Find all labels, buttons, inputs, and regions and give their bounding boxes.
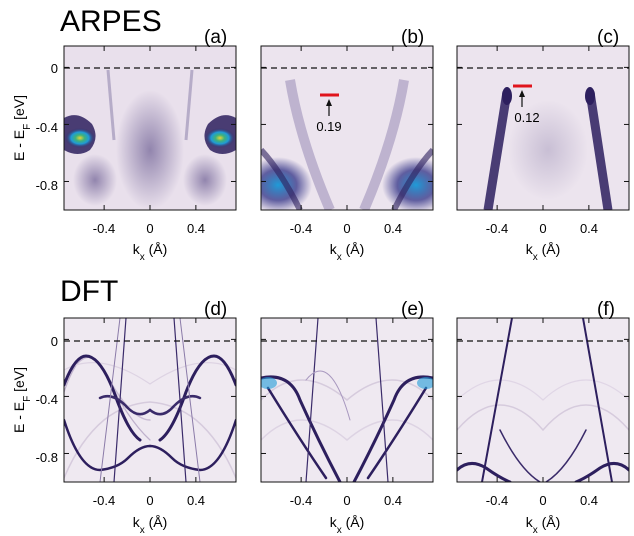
x-tick-label: 0 bbox=[146, 221, 153, 236]
panel-b-annotation: 0.19 bbox=[316, 119, 341, 134]
x-tick-label: 0.4 bbox=[384, 493, 402, 508]
x-axis-label: kx (Å) bbox=[526, 514, 561, 536]
axes-top-row: 0 -0.4 -0.8 -0.4 0 0.4 -0.4 0 0.4 -0.4 0… bbox=[36, 61, 598, 263]
x-tick-label: -0.4 bbox=[486, 493, 508, 508]
panel-f: (f) bbox=[456, 299, 630, 483]
panel-c-intensity bbox=[483, 87, 613, 210]
panel-b: 0.19 (b) bbox=[260, 27, 434, 211]
x-axis-label: kx (Å) bbox=[526, 241, 561, 263]
panel-e: (e) bbox=[260, 299, 434, 483]
y-axis-label-top: E - EF [eV] bbox=[11, 95, 33, 161]
x-axis-label: kx (Å) bbox=[133, 514, 168, 536]
y-axis-label-bottom: E - EF [eV] bbox=[11, 367, 33, 433]
row-title-arpes: ARPES bbox=[60, 5, 162, 38]
x-tick-label: 0.4 bbox=[580, 221, 598, 236]
y-tick-label: -0.4 bbox=[36, 392, 58, 407]
axes-bottom-row: 0 -0.4 -0.8 -0.4 0 0.4 -0.4 0 0.4 -0.4 0… bbox=[36, 334, 598, 536]
panel-e-letter: (e) bbox=[401, 299, 424, 320]
x-tick-label: -0.4 bbox=[486, 221, 508, 236]
panel-c-annotation: 0.12 bbox=[514, 110, 539, 125]
x-tick-label: 0.4 bbox=[187, 493, 205, 508]
y-tick-label: -0.8 bbox=[36, 178, 58, 193]
panel-a: (a) bbox=[63, 27, 237, 211]
panel-b-intensity bbox=[261, 79, 433, 210]
panel-f-bands bbox=[457, 318, 629, 482]
x-tick-label: -0.4 bbox=[93, 493, 115, 508]
x-tick-label: 0 bbox=[539, 221, 546, 236]
panel-d-background bbox=[64, 318, 236, 482]
panel-d: (d) bbox=[63, 299, 237, 483]
y-tick-label: 0 bbox=[51, 334, 58, 349]
y-tick-label: -0.8 bbox=[36, 450, 58, 465]
x-tick-label: -0.4 bbox=[290, 221, 312, 236]
panel-c-arrowhead bbox=[519, 90, 525, 97]
x-tick-label: 0.4 bbox=[384, 221, 402, 236]
panel-f-letter: (f) bbox=[597, 299, 615, 320]
y-tick-label: 0 bbox=[51, 61, 58, 76]
panel-d-letter: (d) bbox=[204, 299, 227, 320]
x-axis-label: kx (Å) bbox=[330, 241, 365, 263]
x-tick-label: 0.4 bbox=[580, 493, 598, 508]
panel-b-letter: (b) bbox=[401, 27, 424, 48]
row-title-dft: DFT bbox=[60, 275, 118, 308]
panel-d-bands bbox=[64, 318, 236, 482]
panel-c: 0.12 (c) bbox=[456, 27, 630, 211]
panel-b-arrowhead bbox=[326, 99, 332, 106]
x-tick-label: 0 bbox=[343, 221, 350, 236]
panel-c-letter: (c) bbox=[597, 27, 619, 48]
x-tick-label: 0.4 bbox=[187, 221, 205, 236]
panel-e-bands bbox=[261, 318, 433, 482]
x-tick-label: 0 bbox=[146, 493, 153, 508]
y-tick-label: -0.4 bbox=[36, 120, 58, 135]
x-tick-label: 0 bbox=[343, 493, 350, 508]
x-tick-label: 0 bbox=[539, 493, 546, 508]
tick-marks bbox=[64, 46, 629, 482]
x-tick-label: -0.4 bbox=[290, 493, 312, 508]
x-tick-label: -0.4 bbox=[93, 221, 115, 236]
x-axis-label: kx (Å) bbox=[330, 514, 365, 536]
x-axis-label: kx (Å) bbox=[133, 241, 168, 263]
panel-a-letter: (a) bbox=[204, 27, 227, 48]
panel-a-intensity bbox=[64, 69, 236, 210]
